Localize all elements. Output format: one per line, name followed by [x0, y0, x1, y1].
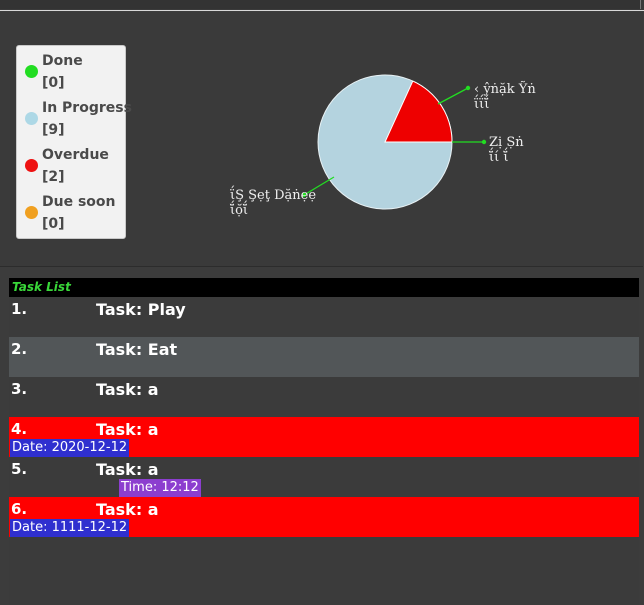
legend-count: [0]	[42, 75, 65, 91]
pie-slice-overdue	[384, 80, 453, 143]
pie-label-1: ‹ ŷṅặk Ỹṅ ΐΐΐ̆	[474, 82, 536, 112]
legend-dot-in-progress	[25, 112, 38, 125]
task-list-panel: Task List 1. Task: Play 2. Task: Eat 3. …	[9, 278, 639, 605]
task-date: Date: 2020-12-12	[10, 439, 130, 457]
legend-label: Due soon	[42, 194, 116, 210]
pie-label-3: ΐŞ Şẹţ Dặṅẹẹ ΐ̆ọ̆ΐ̆	[230, 188, 316, 218]
task-name: Task: Play	[96, 300, 186, 319]
task-number: 4.	[11, 420, 28, 438]
pie-label-2-line1: Zị Ṣṅ	[489, 135, 524, 150]
pie-label-3-line1: ΐŞ Şẹţ Dặṅẹẹ	[230, 188, 317, 203]
legend-item-overdue: Overdue [2]	[17, 140, 127, 185]
pie-chart-area: ‹ ŷṅặk Ỹṅ ΐΐΐ̆ Zị Ṣṅ ΐ̆ί ΐ̆ ΐŞ Şẹţ Dặṅẹẹ…	[0, 12, 643, 266]
task-name: Task: a	[96, 380, 159, 399]
task-number: 6.	[11, 500, 28, 518]
task-name: Task: a	[96, 500, 159, 519]
task-number: 1.	[11, 300, 28, 318]
command-bar[interactable]	[0, 0, 641, 9]
task-name: Task: a	[96, 460, 159, 479]
legend-label: Overdue	[42, 147, 109, 163]
legend-dot-due-soon	[25, 206, 38, 219]
pie-label-dot-1	[465, 85, 471, 91]
legend-count: [0]	[42, 216, 65, 232]
task-row-3[interactable]: 3. Task: a	[9, 377, 639, 417]
task-row-2[interactable]: 2. Task: Eat	[9, 337, 639, 377]
task-number: 2.	[11, 340, 28, 358]
task-number: 5.	[11, 460, 28, 478]
task-name: Task: Eat	[96, 340, 178, 359]
legend-label: Done	[42, 53, 83, 69]
pie-label-2: Zị Ṣṅ ΐ̆ί ΐ̆	[489, 135, 524, 165]
pie-label-1-line1: ‹ ŷṅặk Ỹṅ	[474, 82, 536, 97]
statistics-panel: ‹ ŷṅặk Ỹṅ ΐΐΐ̆ Zị Ṣṅ ΐ̆ί ΐ̆ ΐŞ Şẹţ Dặṅẹẹ…	[0, 12, 643, 267]
legend-count: [9]	[42, 122, 65, 138]
pie-label-2-line2: ΐ̆ί ΐ̆	[489, 150, 509, 165]
legend-dot-overdue	[25, 159, 38, 172]
task-list-header: Task List	[9, 278, 639, 297]
task-name: Task: a	[96, 420, 159, 439]
legend-item-in-progress: In Progress [9]	[17, 93, 132, 138]
legend-item-due-soon: Due soon [0]	[17, 187, 127, 232]
task-list-title: Task List	[12, 280, 71, 294]
task-date: Date: 1111-12-12	[10, 519, 130, 537]
top-strip	[0, 0, 644, 11]
task-time: Time: 12:12	[119, 479, 201, 497]
task-row-4[interactable]: 4. Task: a Date: 2020-12-12	[9, 417, 639, 457]
task-row-6[interactable]: 6. Task: a Date: 1111-12-12	[9, 497, 639, 537]
task-number: 3.	[11, 380, 28, 398]
task-row-1[interactable]: 1. Task: Play	[9, 297, 639, 337]
pie-label-dot-3	[301, 192, 307, 198]
chart-legend: Done [0] In Progress [9] Overdue [2] Due…	[16, 45, 132, 239]
pie-label-3-line2: ΐ̆ọ̆ΐ̆	[230, 203, 249, 218]
task-row-5[interactable]: 5. Task: a Time: 12:12	[9, 457, 639, 497]
pie-label-line-3	[303, 176, 335, 196]
legend-item-done: Done [0]	[17, 46, 127, 91]
legend-count: [2]	[42, 169, 65, 185]
pie-label-dot-2	[481, 139, 487, 145]
pie-label-line-1	[437, 87, 469, 105]
legend-dot-done	[25, 65, 38, 78]
pie-chart	[301, 74, 487, 210]
legend-label: In Progress	[42, 100, 132, 116]
pie-label-1-line2: ΐΐΐ̆	[474, 97, 490, 112]
